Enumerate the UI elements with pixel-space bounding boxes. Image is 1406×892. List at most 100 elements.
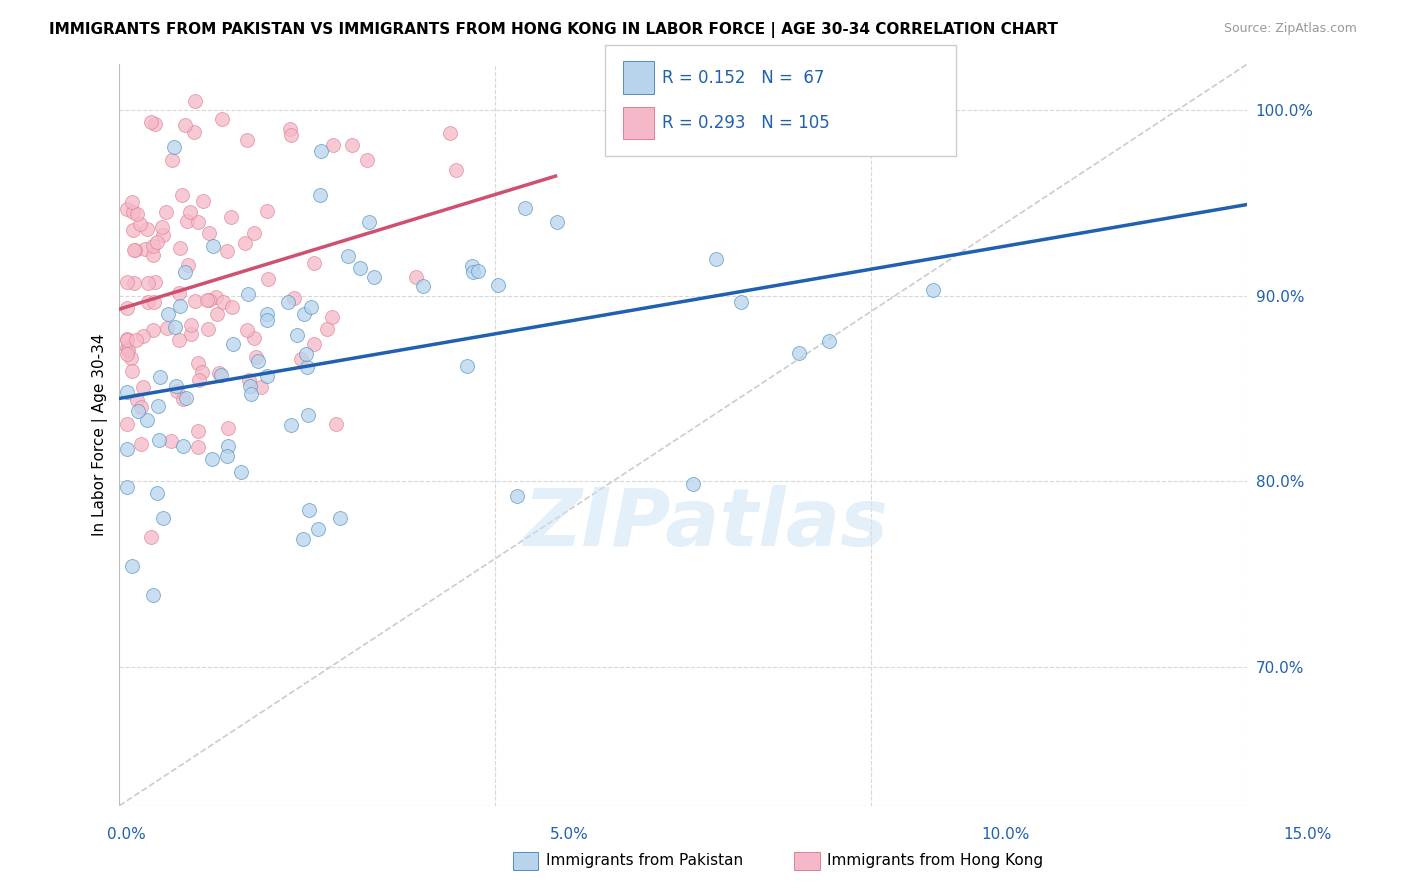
Point [412, 278, 434, 293]
Point [169, 299, 191, 313]
Text: Immigrants from Hong Kong: Immigrants from Hong Kong [827, 854, 1043, 868]
Point [129, 400, 152, 414]
Point [307, 522, 329, 536]
Point [187, 356, 209, 370]
Point [704, 252, 727, 267]
Point [208, 366, 231, 380]
Point [461, 259, 484, 273]
Point [280, 418, 302, 433]
Point [141, 115, 163, 129]
Y-axis label: In Labor Force | Age 30-34: In Labor Force | Age 30-34 [93, 334, 108, 536]
Point [322, 137, 344, 152]
Point [336, 248, 359, 262]
Text: R = 0.293   N = 105: R = 0.293 N = 105 [662, 114, 830, 132]
Point [311, 145, 333, 159]
Point [121, 559, 143, 574]
Point [146, 486, 169, 500]
Point [134, 242, 156, 256]
Point [201, 452, 224, 467]
Point [152, 511, 174, 525]
Point [115, 275, 138, 289]
Point [142, 323, 165, 337]
Point [211, 112, 233, 127]
Point [243, 331, 266, 345]
Point [285, 328, 308, 343]
Point [321, 310, 343, 324]
Point [298, 503, 321, 517]
Point [117, 343, 139, 357]
Point [176, 214, 198, 228]
Point [127, 393, 149, 408]
Point [148, 433, 170, 447]
Point [190, 365, 212, 379]
Point [115, 301, 138, 315]
Point [180, 318, 202, 332]
Point [115, 333, 138, 347]
Point [115, 384, 138, 399]
Point [149, 369, 172, 384]
Point [439, 126, 461, 140]
Point [160, 153, 183, 168]
Point [152, 228, 174, 243]
Point [157, 307, 180, 321]
Point [120, 351, 142, 365]
Point [121, 194, 143, 209]
Point [115, 442, 138, 456]
Point [122, 204, 145, 219]
Point [198, 293, 221, 308]
Point [115, 347, 138, 361]
Point [132, 379, 155, 393]
Point [247, 354, 270, 368]
Point [278, 121, 301, 136]
Point [184, 293, 207, 308]
Text: 0.0%: 0.0% [107, 827, 146, 841]
Text: R = 0.152   N =  67: R = 0.152 N = 67 [662, 69, 824, 87]
Point [256, 306, 278, 320]
Point [115, 202, 138, 216]
Point [173, 265, 195, 279]
Point [205, 290, 228, 304]
Point [142, 588, 165, 602]
Point [257, 272, 280, 286]
Point [235, 235, 257, 250]
Point [222, 337, 245, 351]
Point [159, 434, 181, 449]
Point [197, 226, 219, 240]
Point [165, 320, 187, 334]
Point [127, 403, 149, 417]
Point [243, 226, 266, 240]
Point [187, 215, 209, 229]
Point [325, 417, 347, 431]
Point [135, 222, 157, 236]
Point [356, 153, 378, 168]
Point [156, 321, 179, 335]
Point [316, 322, 339, 336]
Point [236, 133, 259, 147]
Point [634, 94, 657, 108]
Point [163, 140, 186, 154]
Point [179, 205, 201, 219]
Point [124, 333, 146, 347]
Point [180, 327, 202, 342]
Point [294, 307, 316, 321]
Point [155, 205, 177, 219]
Point [295, 347, 318, 361]
Point [122, 243, 145, 257]
Point [546, 215, 568, 229]
Point [142, 238, 165, 252]
Text: ZIPatlas: ZIPatlas [523, 485, 889, 563]
Point [250, 380, 273, 394]
Point [124, 244, 146, 258]
Point [217, 421, 239, 435]
Point [122, 223, 145, 237]
Point [277, 294, 299, 309]
Point [297, 359, 319, 374]
Point [486, 278, 509, 293]
Point [256, 204, 278, 219]
Point [167, 333, 190, 347]
Point [146, 400, 169, 414]
Point [165, 379, 187, 393]
Point [340, 138, 363, 153]
Point [202, 239, 225, 253]
Point [141, 531, 163, 545]
